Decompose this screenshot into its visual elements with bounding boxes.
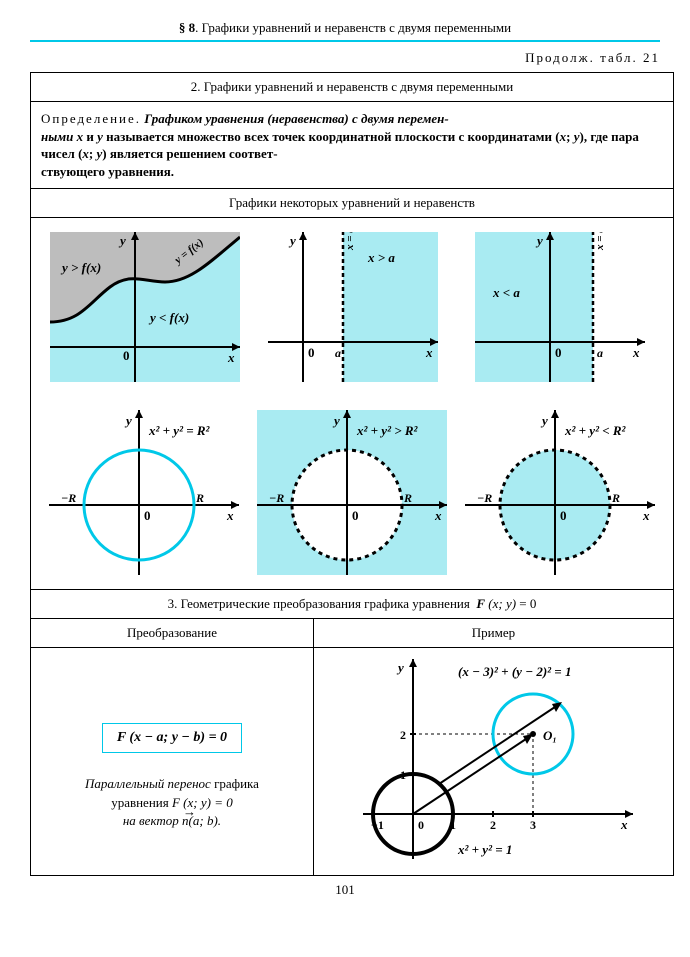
graphs-cell: y x 0 y > f(x) y < f(x) y = f(x): [31, 218, 674, 590]
section3-title: 3. Геометрические преобразования графика…: [31, 590, 674, 619]
svg-text:2: 2: [490, 818, 496, 832]
svg-text:x: x: [434, 508, 442, 523]
svg-text:2: 2: [400, 728, 406, 742]
svg-text:0: 0: [555, 345, 562, 360]
svg-text:0: 0: [418, 818, 424, 832]
svg-text:x² + y² > R²: x² + y² > R²: [356, 423, 419, 438]
svg-text:1: 1: [400, 768, 406, 782]
transform-cell: F (x − a; y − b) = 0 Параллельный перено…: [31, 648, 314, 876]
header-rule: [30, 40, 660, 42]
svg-text:x: x: [227, 350, 235, 365]
svg-text:a: a: [597, 346, 603, 360]
definition-cell: Определение. Графиком уравнения (неравен…: [31, 102, 674, 189]
svg-text:0: 0: [352, 508, 359, 523]
svg-text:0: 0: [144, 508, 151, 523]
main-table: 2. Графики уравнений и неравенств с двум…: [30, 72, 674, 876]
svg-text:0: 0: [123, 348, 130, 363]
svg-text:y > f(x): y > f(x): [60, 260, 101, 275]
svg-text:R: R: [403, 491, 412, 505]
svg-text:0: 0: [560, 508, 567, 523]
graph-circle-lt: y x 0 R −R x² + y² < R²: [465, 410, 655, 575]
svg-text:x² + y² = R²: x² + y² = R²: [148, 423, 211, 438]
continuation-label: Продолж. табл. 21: [30, 50, 660, 66]
section2-title: 2. Графики уравнений и неравенств с двум…: [31, 73, 674, 102]
graph-circle-gt: y x 0 R −R x² + y² > R²: [257, 410, 447, 575]
svg-text:−R: −R: [61, 491, 76, 505]
svg-text:(x − 3)² + (y − 2)² = 1: (x − 3)² + (y − 2)² = 1: [458, 664, 571, 679]
svg-text:x: x: [620, 817, 628, 832]
svg-text:x > a: x > a: [367, 250, 395, 265]
svg-text:1: 1: [450, 818, 456, 832]
svg-text:0: 0: [308, 345, 315, 360]
svg-text:R: R: [195, 491, 204, 505]
svg-text:y: y: [288, 233, 296, 248]
svg-text:y: y: [396, 660, 404, 675]
example-cell: 0 1 2 3 −1 1 2 y x O₁ (x − 3)² + (y − 2)…: [313, 648, 673, 876]
graph-translation: 0 1 2 3 −1 1 2 y x O₁ (x − 3)² + (y − 2)…: [343, 654, 643, 869]
svg-text:3: 3: [530, 818, 536, 832]
svg-text:x = a: x = a: [344, 232, 356, 251]
svg-text:x² + y² < R²: x² + y² < R²: [564, 423, 627, 438]
col-transform: Преобразование: [31, 619, 314, 648]
page-number: 101: [30, 882, 660, 898]
graph-x-lt-a: y x 0 a x < a x = a: [475, 232, 645, 382]
svg-text:−R: −R: [269, 491, 284, 505]
svg-text:x = a: x = a: [594, 232, 606, 251]
svg-text:x: x: [632, 345, 640, 360]
graph-circle-eq: y x 0 R −R x² + y² = R²: [49, 410, 239, 575]
svg-text:x < a: x < a: [492, 285, 520, 300]
graph-x-gt-a: y x 0 a x > a x = a: [268, 232, 438, 382]
svg-text:y: y: [124, 413, 132, 428]
svg-text:y: y: [332, 413, 340, 428]
svg-text:y: y: [118, 233, 126, 248]
formula-box: F (x − a; y − b) = 0: [102, 723, 242, 753]
svg-text:−R: −R: [477, 491, 492, 505]
svg-text:−1: −1: [371, 818, 384, 832]
graph-curve-ineq: y x 0 y > f(x) y < f(x) y = f(x): [50, 232, 240, 382]
svg-text:y < f(x): y < f(x): [148, 310, 189, 325]
graphs-subheader: Графики некоторых уравнений и неравенств: [31, 189, 674, 218]
svg-text:x: x: [425, 345, 433, 360]
svg-text:O₁: O₁: [543, 728, 557, 743]
col-example: Пример: [313, 619, 673, 648]
svg-text:x: x: [226, 508, 234, 523]
svg-text:a: a: [335, 346, 341, 360]
svg-text:y: y: [540, 413, 548, 428]
svg-text:y: y: [535, 233, 543, 248]
svg-text:R: R: [611, 491, 620, 505]
page-header: § 8. Графики уравнений и неравенств с дв…: [30, 20, 660, 40]
svg-text:x: x: [642, 508, 650, 523]
svg-text:x² + y² = 1: x² + y² = 1: [457, 842, 512, 857]
